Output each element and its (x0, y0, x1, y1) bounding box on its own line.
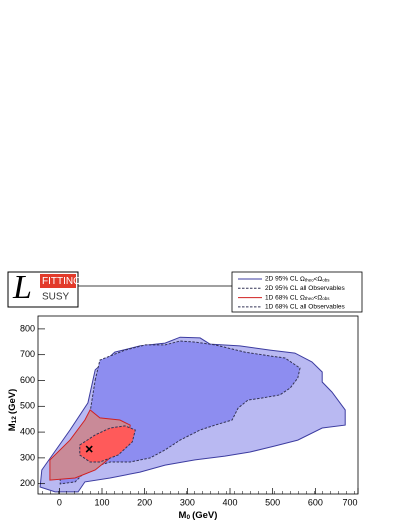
logo: L FITTINO SUSY (7, 269, 81, 308)
y-tick-label: 500 (20, 401, 35, 411)
legend-condition: all Observables (300, 285, 346, 292)
axis-label-unit: (GeV) (192, 510, 217, 521)
axis-label-sub: 0 (186, 514, 190, 521)
x-tick-label: 0 (57, 497, 62, 507)
y-tick-label: 300 (20, 452, 35, 462)
y-tick-label: 600 (20, 375, 35, 385)
legend-condition-part: <Ω (314, 276, 323, 283)
legend-label: 2D 95% CL (265, 276, 299, 283)
x-label: M0 (GeV) (179, 510, 218, 521)
y-tick-label: 200 (20, 478, 35, 488)
legend-condition: Ωtheo<Ωobs (300, 276, 330, 283)
legend-condition: all Observables (300, 304, 346, 311)
axis-label-sub: 12 (11, 416, 18, 424)
axis-label-main: M (179, 510, 187, 521)
plot-frame (37, 315, 359, 495)
logo-bottom: SUSY (42, 292, 70, 303)
logo-top-band (40, 274, 76, 288)
legend-condition-part: <Ω (314, 294, 323, 301)
legend-label: 1D 68% CL (265, 294, 299, 301)
plot-area: 0 100 200 300 400 500 600 700 200 300 400 500 600 700… (7, 315, 359, 521)
y-tick-label: 400 (20, 426, 35, 436)
legend-label: 1D 68% CL (265, 304, 299, 311)
legend-condition-part: Ω (300, 294, 305, 301)
x-tick-label: 500 (265, 497, 280, 507)
legend-condition: Ωtheo<Ωobs (300, 294, 330, 301)
y-label: M12 (GeV) (7, 389, 18, 432)
best-fit-marker (85, 445, 93, 453)
x-tick-label: 400 (222, 497, 237, 507)
legend-condition-part: theo (305, 278, 314, 283)
legend-condition-part: theo (305, 296, 314, 301)
legend-condition-part: obs (322, 296, 330, 301)
y-tick-label: 700 (20, 349, 35, 359)
x-tick-label: 600 (308, 497, 323, 507)
region (79, 425, 136, 463)
y-tick-label: 800 (20, 323, 35, 333)
legend-label: 2D 95% CL (265, 285, 299, 292)
legend-condition-part: obs (322, 278, 330, 283)
x-tick-label: 300 (180, 497, 195, 507)
x-tick-label: 100 (94, 497, 109, 507)
logo-top: FITTINO (42, 276, 81, 287)
logo-letter: L (12, 269, 32, 306)
x-tick-label: 200 (137, 497, 152, 507)
legend-condition-part: Ω (300, 276, 305, 283)
axis-label-main: M (7, 423, 18, 431)
x-tick-label: 700 (342, 497, 357, 507)
axis-label-unit: (GeV) (7, 389, 18, 414)
